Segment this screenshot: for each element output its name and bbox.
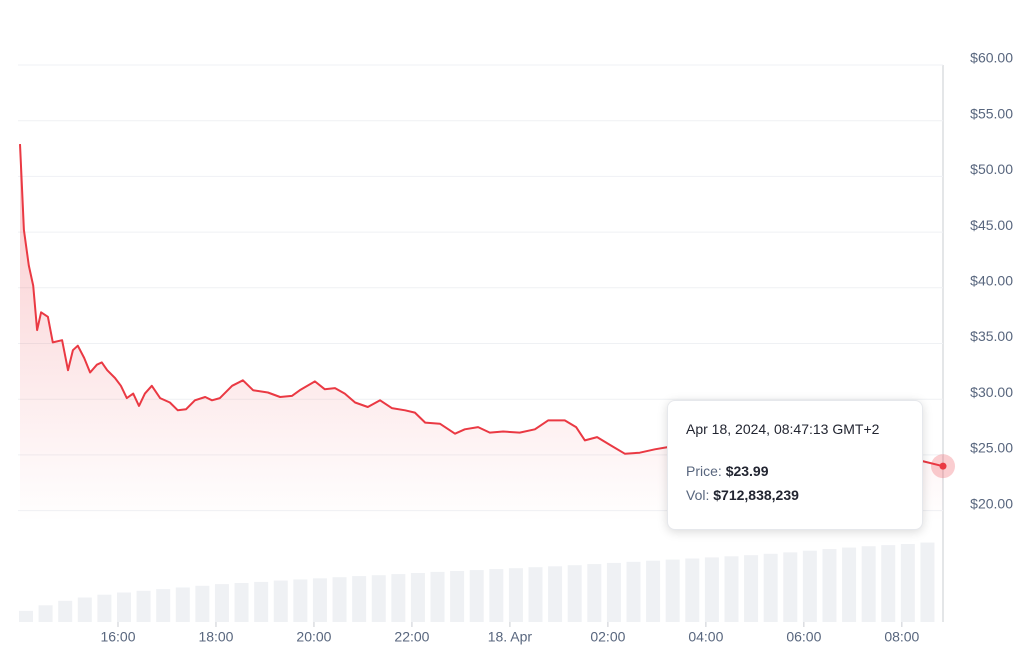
x-tick-label: 02:00 <box>590 629 625 645</box>
volume-bar <box>783 552 798 622</box>
x-tick-label: 04:00 <box>688 629 723 645</box>
volume-bar <box>469 570 484 622</box>
volume-bar <box>352 576 367 622</box>
y-tick-label: $55.00 <box>970 105 1013 121</box>
volume-bar <box>58 600 73 622</box>
y-tick-label: $45.00 <box>970 217 1013 233</box>
volume-bar <box>175 587 190 622</box>
volume-bar <box>371 575 386 622</box>
volume-bar <box>822 549 837 622</box>
volume-bar <box>626 561 641 622</box>
y-tick-label: $40.00 <box>970 273 1013 289</box>
volume-bar <box>489 569 504 622</box>
volume-bar <box>744 555 759 622</box>
value: $23.99 <box>725 463 769 479</box>
x-tick-label: 18:00 <box>198 629 233 645</box>
volume-bar <box>410 572 425 622</box>
volume-bar <box>548 566 563 622</box>
volume-bar <box>293 579 308 622</box>
price-line <box>19 144 944 468</box>
volume-bar <box>430 571 445 622</box>
volume-bar <box>528 567 543 622</box>
volume-bar <box>19 610 33 622</box>
volume-bar <box>763 553 778 622</box>
hover-point <box>939 462 947 470</box>
volume-bar <box>38 605 53 622</box>
volume-bar <box>606 562 621 622</box>
volume-bar <box>254 581 269 622</box>
y-tick-label: $35.00 <box>970 328 1013 344</box>
label: Vol: <box>686 487 710 503</box>
volume-bar <box>724 556 739 622</box>
x-tick-label: 06:00 <box>786 629 821 645</box>
volume-bar <box>567 565 582 622</box>
volume-bar <box>900 544 915 622</box>
volume-bar <box>273 580 288 622</box>
x-tick-label: 16:00 <box>100 629 135 645</box>
y-tick-label: $30.00 <box>970 384 1013 400</box>
volume-bar <box>450 570 465 622</box>
x-tick-label: 22:00 <box>394 629 429 645</box>
volume-bar <box>704 557 719 622</box>
tooltip: Apr 18, 2024, 08:47:13 GMT+2 Price: $23.… <box>667 400 923 530</box>
volume-bar <box>881 545 896 622</box>
tooltip-vol: Vol: $712,838,239 <box>686 487 904 503</box>
y-tick-label: $25.00 <box>970 440 1013 456</box>
volume-bar <box>136 590 151 622</box>
volume-bar <box>861 546 876 622</box>
volume-bar <box>802 550 817 622</box>
volume-bar <box>646 560 661 622</box>
tooltip-title: Apr 18, 2024, 08:47:13 GMT+2 <box>686 421 880 437</box>
label: Price: <box>686 463 722 479</box>
tooltip-price: Price: $23.99 <box>686 463 904 479</box>
volume-bar <box>156 589 171 622</box>
y-tick-label: $60.00 <box>970 50 1013 66</box>
volume-bar <box>920 542 935 622</box>
y-tick-label: $50.00 <box>970 161 1013 177</box>
value: $712,838,239 <box>713 487 799 503</box>
volume-bar <box>97 594 112 622</box>
volume-bar <box>685 558 700 622</box>
volume-bar <box>77 597 92 622</box>
volume-bar <box>587 564 602 622</box>
volume-bar <box>508 568 523 622</box>
volume-bar <box>214 584 229 622</box>
y-tick-label: $20.00 <box>970 495 1013 511</box>
volume-bar <box>391 574 406 622</box>
volume-bar <box>842 547 857 622</box>
volume-bar <box>665 559 680 622</box>
volume-bar <box>234 583 249 622</box>
x-tick-label: 08:00 <box>884 629 919 645</box>
volume-bar <box>312 578 327 622</box>
volume-bar <box>195 585 210 622</box>
price-area <box>20 144 943 522</box>
volume-bar <box>116 592 131 622</box>
x-tick-label: 20:00 <box>296 629 331 645</box>
x-tick-label: 18. Apr <box>488 629 533 645</box>
volume-bar <box>332 577 347 622</box>
